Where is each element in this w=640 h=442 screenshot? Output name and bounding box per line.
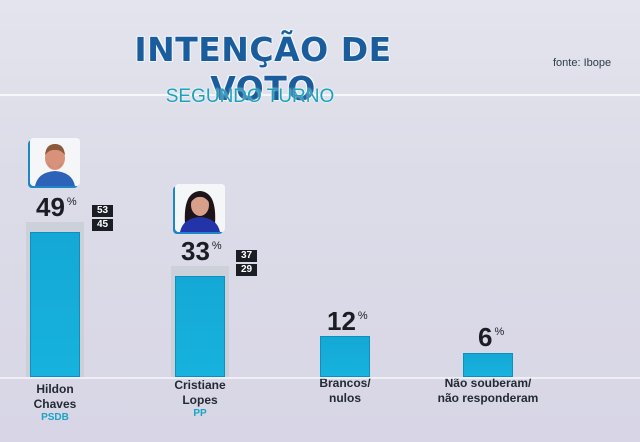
value-label-brancos: 12% [327,306,368,336]
value-label-hildon: 49% [36,192,77,222]
margin-low-hildon: 45 [92,219,113,231]
header-divider [0,94,640,96]
value-label-cristiane: 33% [181,236,222,266]
category-label-cristiane: Cristiane Lopes [174,378,226,407]
chart-baseline [0,377,640,379]
value-label-nao-souberam: 6% [478,322,505,352]
candidate-photo-cristiane [175,184,225,232]
chart-title: INTENÇÃO DE VOTO [134,30,392,108]
bar-cristiane [175,276,225,377]
category-label-nao-souberam: Não souberam/ não responderam [437,376,539,405]
margin-low-cristiane: 29 [236,264,257,276]
bar-hildon [30,232,80,377]
party-label-hildon: PSDB [41,412,69,423]
margin-high-cristiane: 37 [236,250,257,262]
candidate-photo-hildon [30,138,80,186]
party-label-cristiane: PP [193,408,207,419]
margin-high-hildon: 53 [92,205,113,217]
bar-brancos-nulos [320,336,370,377]
source-label: fonte: Ibope [553,57,612,69]
person-portrait-icon [30,138,80,186]
chart-subtitle: SEGUNDO TURNO [165,86,335,107]
category-label-hildon: Hildon Chaves [33,382,77,411]
category-label-brancos: Brancos/ nulos [319,376,371,405]
bar-nao-souberam [463,353,513,377]
person-portrait-icon [175,184,225,232]
